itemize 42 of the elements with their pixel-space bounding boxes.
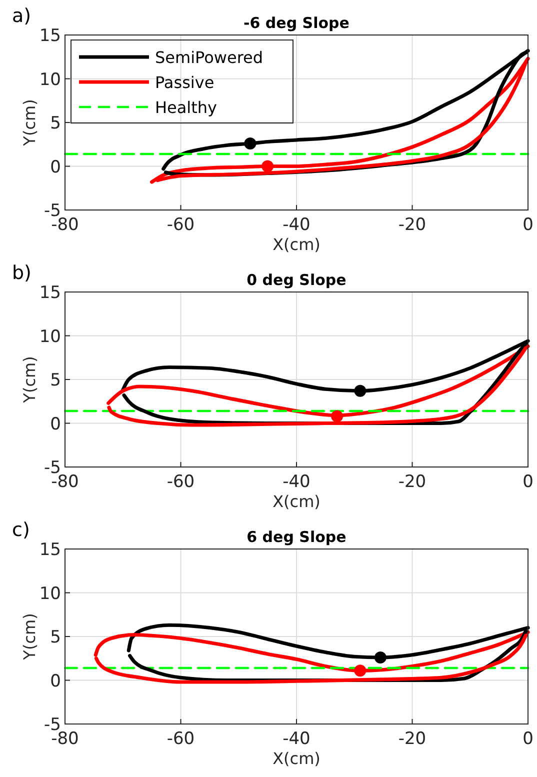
x-tick-label: -20 xyxy=(398,215,426,235)
x-tick-label: -80 xyxy=(51,215,79,235)
y-tick-label: 0 xyxy=(50,414,61,434)
x-axis-title: X(cm) xyxy=(272,749,320,768)
legend-label: Healthy xyxy=(155,98,218,117)
x-tick-label: -80 xyxy=(51,729,79,749)
legend-label: Passive xyxy=(155,73,214,92)
legend-label: SemiPowered xyxy=(155,48,264,67)
text: c) xyxy=(12,519,30,541)
x-tick-label: -40 xyxy=(282,215,310,235)
y-tick-label: 15 xyxy=(39,26,61,46)
x-tick-label: -20 xyxy=(398,472,426,492)
chart-title: -6 deg Slope xyxy=(244,14,350,32)
y-tick-label: 5 xyxy=(50,370,61,390)
x-tick-label: 0 xyxy=(522,729,534,749)
y-tick-label: 0 xyxy=(50,157,61,178)
x-tick-label: -60 xyxy=(166,729,195,749)
y-tick-label: 5 xyxy=(50,628,61,648)
y-tick-label: 10 xyxy=(39,584,61,604)
chart-title: 0 deg Slope xyxy=(246,271,346,289)
x-tick-label: -20 xyxy=(398,729,426,749)
x-tick-label: -40 xyxy=(282,472,310,492)
text: b) xyxy=(12,262,32,284)
y-axis-title: Y(cm) xyxy=(20,356,39,404)
x-tick-label: -80 xyxy=(51,472,79,492)
y-tick-label: 5 xyxy=(50,114,61,134)
x-tick-label: -60 xyxy=(166,215,195,235)
x-axis-title: X(cm) xyxy=(272,235,320,254)
y-axis-title: Y(cm) xyxy=(20,613,39,661)
y-tick-label: 10 xyxy=(39,326,61,347)
y-tick-label: 15 xyxy=(39,283,61,303)
x-tick-label: 0 xyxy=(522,215,534,235)
x-axis-title: X(cm) xyxy=(272,492,320,511)
x-tick-label: -60 xyxy=(166,472,195,492)
y-tick-label: 10 xyxy=(39,70,61,90)
y-tick-label: 0 xyxy=(50,671,61,692)
x-tick-label: 0 xyxy=(522,472,534,492)
chart-title: 6 deg Slope xyxy=(246,528,346,546)
text: a) xyxy=(12,5,32,27)
y-axis-title: Y(cm) xyxy=(20,99,39,147)
y-tick-label: 15 xyxy=(39,540,61,560)
x-tick-label: -40 xyxy=(282,729,310,749)
